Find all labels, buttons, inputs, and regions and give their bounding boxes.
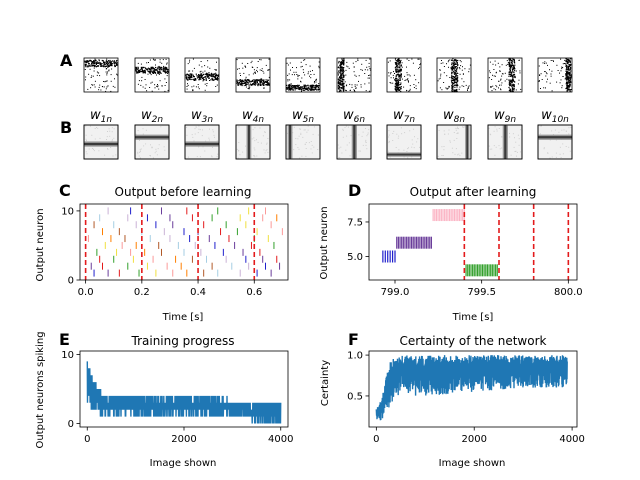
chart-certainty: Certainty of the network 0 2000 4000 0.5 1.0… <box>320 334 585 469</box>
input-pattern-8 <box>436 57 472 93</box>
weight-labels: w1n w2n w3n w4n w5n w6n w7n w8n w9n w10n <box>90 108 569 125</box>
input-patterns-row <box>83 57 573 93</box>
weight-label-8: w8n <box>443 108 465 125</box>
chart-d-xtick-label: 799.5 <box>467 287 496 298</box>
weight-pattern-7 <box>386 124 422 160</box>
weight-label-4: w4n <box>242 108 264 125</box>
weight-pattern-4 <box>235 124 271 160</box>
chart-d-ytick-label: 7.5 <box>347 217 363 228</box>
chart-f-xtick-label: 0 <box>373 434 379 445</box>
chart-f-ytick-label: 1.0 <box>347 351 363 362</box>
chart-e-xtick-label: 2000 <box>171 434 196 445</box>
chart-c-frame <box>79 203 289 281</box>
chart-training-progress: Training progress 0 2000 4000 0 10 Image sho… <box>35 331 293 469</box>
weight-label-7: w7n <box>393 108 415 125</box>
input-pattern-4 <box>235 57 271 93</box>
chart-f-ylabel: Certainty <box>320 360 331 406</box>
chart-d-xtick-label: 799.0 <box>381 287 410 298</box>
weight-pattern-1 <box>83 124 119 160</box>
chart-e-xtick-label: 0 <box>84 434 90 445</box>
chart-f-frame <box>368 350 578 428</box>
chart-d-ylabel: Output neuron <box>319 206 330 279</box>
panel-letter-b: B <box>60 118 72 137</box>
chart-c-ylabel: Output neuron <box>35 208 46 281</box>
chart-e-xtick-label: 4000 <box>268 434 293 445</box>
chart-c-xlabel: Time [s] <box>162 312 204 323</box>
chart-d-xlabel: Time [s] <box>452 312 494 323</box>
weight-label-3: w3n <box>191 108 213 125</box>
chart-e-title: Training progress <box>131 334 235 348</box>
chart-e-ylabel: Output neurons spiking <box>35 331 46 448</box>
panel-letter-d: D <box>348 181 361 200</box>
chart-d-title: Output after learning <box>410 185 537 199</box>
weight-label-10: w10n <box>541 108 569 125</box>
weight-pattern-9 <box>487 124 523 160</box>
chart-f-title: Certainty of the network <box>400 334 547 348</box>
chart-c-xtick-label: 0.6 <box>246 287 262 298</box>
chart-e-ytick-label: 0 <box>68 419 74 430</box>
weight-pattern-5 <box>285 124 321 160</box>
chart-e-series-line <box>86 361 282 424</box>
panel-letter-c: C <box>59 181 71 200</box>
input-pattern-1 <box>83 57 119 93</box>
chart-c-ytick-label: 10 <box>61 206 74 217</box>
chart-c-title: Output before learning <box>115 185 252 199</box>
input-pattern-7 <box>386 57 422 93</box>
weight-pattern-10 <box>537 124 573 160</box>
weight-label-6: w6n <box>343 108 365 125</box>
chart-f-ytick-label: 0.5 <box>347 391 363 402</box>
weight-pattern-6 <box>336 124 372 160</box>
input-pattern-10 <box>537 57 573 93</box>
chart-c-xtick-label: 0.2 <box>134 287 150 298</box>
input-pattern-2 <box>134 57 170 93</box>
weight-pattern-3 <box>184 124 220 160</box>
chart-c-xtick-label: 0.0 <box>78 287 94 298</box>
chart-f-xlabel: Image shown <box>439 458 506 469</box>
panel-letter-f: F <box>348 330 359 349</box>
weight-pattern-8 <box>436 124 472 160</box>
chart-d-ytick-label: 5.0 <box>347 252 363 263</box>
weight-patterns-row <box>83 124 573 160</box>
chart-output-after-learning: Output after learning 799.0 799.5 800.0 5.0… <box>319 185 583 323</box>
chart-e-ytick-label: 10 <box>61 350 74 361</box>
input-pattern-6 <box>336 57 372 93</box>
weight-label-2: w2n <box>141 108 163 125</box>
panel-letter-a: A <box>60 51 73 70</box>
input-pattern-3 <box>184 57 220 93</box>
chart-c-xtick-label: 0.4 <box>190 287 206 298</box>
chart-f-series-line <box>375 355 568 421</box>
chart-c-ytick-label: 0 <box>68 276 74 287</box>
weight-label-5: w5n <box>292 108 314 125</box>
chart-d-xtick-label: 800.0 <box>554 287 583 298</box>
weight-pattern-2 <box>134 124 170 160</box>
weight-label-1: w1n <box>90 108 112 125</box>
input-pattern-9 <box>487 57 523 93</box>
chart-f-xtick-label: 4000 <box>559 434 584 445</box>
chart-output-before-learning: Output before learning 0.0 0.2 0.4 0.6 0 10 T… <box>35 185 289 323</box>
weight-label-9: w9n <box>494 108 516 125</box>
chart-d-frame <box>368 203 578 281</box>
input-pattern-5 <box>285 57 321 93</box>
chart-f-xtick-label: 2000 <box>461 434 486 445</box>
chart-e-xlabel: Image shown <box>150 458 217 469</box>
panel-letter-e: E <box>59 330 70 349</box>
